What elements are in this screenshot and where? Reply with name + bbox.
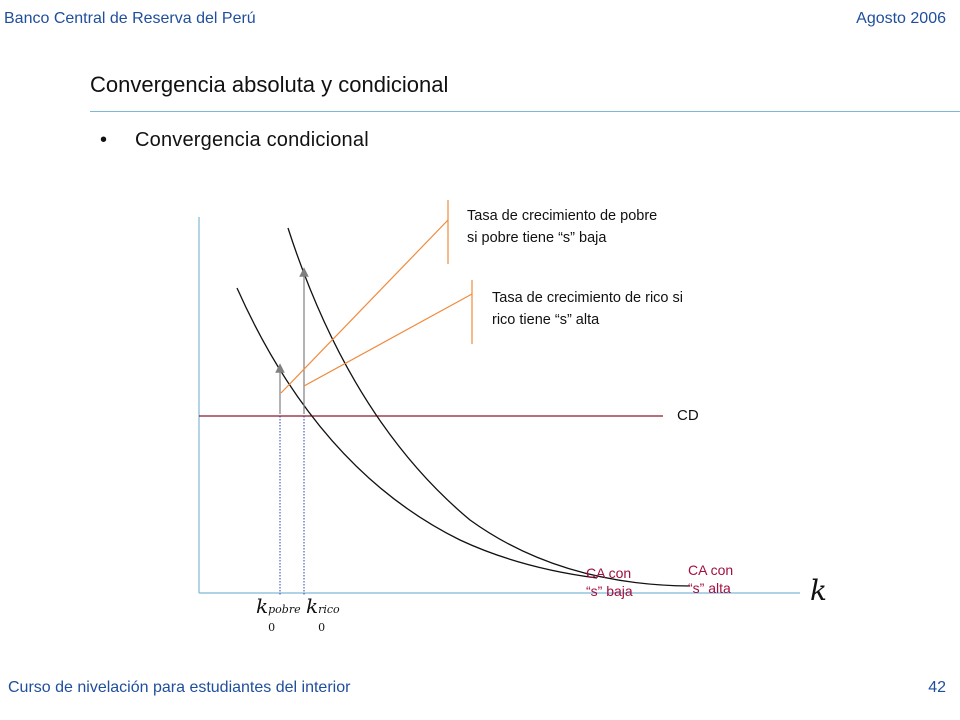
footer-course: Curso de nivelación para estudiantes del… <box>8 679 351 696</box>
ca-baja-label: CA con “s” baja <box>586 564 633 600</box>
x-axis-label: k <box>810 574 827 607</box>
k0-rico-label: k rico 0 <box>306 594 340 634</box>
page-number: 42 <box>928 679 946 696</box>
leader-pobre <box>280 219 449 394</box>
annotation-rico-line-1: Tasa de crecimiento de rico si <box>492 290 683 306</box>
ca-alta-line-2: “s” alta <box>688 580 731 596</box>
annotation-pobre-line-1: Tasa de crecimiento de pobre <box>467 208 658 224</box>
k0-pobre-sup: pobre <box>268 603 301 616</box>
ca-alta-line-1: CA con <box>688 562 734 578</box>
ca-baja-line-2: “s” baja <box>586 583 633 599</box>
ca-curve-s-alta <box>287 227 691 587</box>
k0-pobre-label: k pobre 0 <box>256 594 301 634</box>
k0-pobre-sub: 0 <box>268 621 276 634</box>
bullet-dot: • <box>100 129 108 151</box>
k0-rico-sup: rico <box>318 603 340 616</box>
ca-baja-line-1: CA con <box>586 565 632 581</box>
header-institution: Banco Central de Reserva del Perú <box>4 10 256 27</box>
annotation-pobre: Tasa de crecimiento de pobre si pobre ti… <box>467 205 657 249</box>
header-date: Agosto 2006 <box>856 10 946 27</box>
title-divider <box>90 111 960 112</box>
annotation-rico: Tasa de crecimiento de rico si rico tien… <box>492 287 683 331</box>
ca-curve-s-baja <box>236 287 598 579</box>
k0-pobre-base: k <box>256 594 269 618</box>
ca-alta-label: CA con “s” alta <box>688 561 733 597</box>
k0-rico-sub: 0 <box>318 621 326 634</box>
slide-title: Convergencia absoluta y condicional <box>90 72 449 97</box>
annotation-rico-line-2: rico tiene “s” alta <box>492 312 600 328</box>
k0-rico-base: k <box>306 594 319 618</box>
annotation-pobre-line-2: si pobre tiene “s” baja <box>467 230 607 246</box>
bullet-text: Convergencia condicional <box>135 129 369 151</box>
cd-label: CD <box>677 407 699 424</box>
leader-rico <box>303 293 473 387</box>
